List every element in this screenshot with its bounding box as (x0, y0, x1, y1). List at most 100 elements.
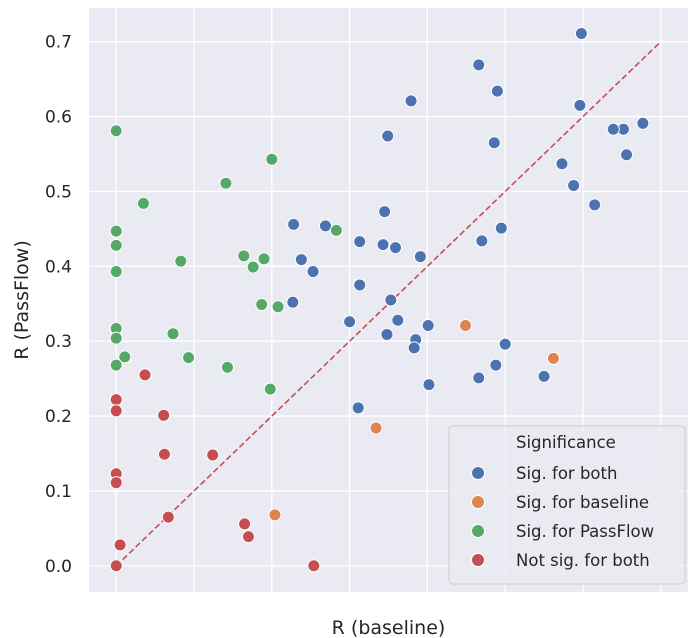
data-point (138, 368, 152, 382)
data-point (174, 254, 188, 268)
data-point (271, 300, 285, 314)
data-point (265, 152, 279, 166)
data-point (257, 252, 271, 266)
legend-entry: Sig. for both (516, 464, 617, 483)
legend-marker (471, 524, 485, 538)
legend-marker (471, 553, 485, 567)
data-point (588, 198, 602, 212)
data-point (329, 223, 343, 237)
y-axis-ticks: 0.0 0.1 0.2 0.3 0.4 0.5 0.6 0.7 (45, 33, 72, 577)
data-point (286, 295, 300, 309)
legend-title: Significance (516, 433, 616, 452)
data-point (459, 318, 473, 332)
data-point (246, 260, 260, 274)
y-tick-label: 0.1 (45, 482, 72, 502)
legend-marker (471, 495, 485, 509)
data-point (475, 234, 489, 248)
data-point (353, 278, 367, 292)
data-point (489, 358, 503, 372)
data-point (241, 530, 255, 544)
data-point (421, 318, 435, 332)
legend-entry: Sig. for PassFlow (516, 522, 654, 541)
data-point (157, 408, 171, 422)
data-point (118, 350, 132, 364)
data-point (498, 337, 512, 351)
data-point (606, 122, 620, 136)
data-point (380, 327, 394, 341)
y-tick-label: 0.2 (45, 407, 72, 427)
data-point (220, 360, 234, 374)
data-point (472, 371, 486, 385)
data-point (182, 351, 196, 365)
legend-entry: Sig. for baseline (516, 493, 649, 512)
data-point (255, 297, 269, 311)
data-point (219, 176, 233, 190)
legend-entry: Not sig. for both (516, 551, 650, 570)
data-point (237, 249, 251, 263)
data-point (490, 84, 504, 98)
data-point (351, 401, 365, 415)
data-point (136, 196, 150, 210)
data-point (620, 148, 634, 162)
x-axis-label: R (baseline) (332, 617, 446, 638)
data-point (109, 404, 123, 418)
data-point (109, 265, 123, 279)
data-point (109, 393, 123, 407)
data-point (306, 265, 320, 279)
data-point (381, 129, 395, 143)
data-point (422, 378, 436, 392)
data-point (161, 510, 175, 524)
data-point (555, 157, 569, 171)
y-tick-label: 0.5 (45, 182, 72, 202)
legend-box (448, 425, 686, 585)
y-tick-label: 0.0 (45, 557, 72, 577)
data-point (318, 219, 332, 233)
data-point (109, 331, 123, 345)
data-point (353, 235, 367, 249)
data-point (537, 369, 551, 383)
data-point (109, 476, 123, 490)
data-point (404, 94, 418, 108)
data-point (109, 124, 123, 138)
data-point (157, 447, 171, 461)
data-point (287, 217, 301, 231)
data-point (407, 341, 421, 355)
data-point (487, 136, 501, 150)
data-point (268, 508, 282, 522)
data-point (369, 421, 383, 435)
y-tick-label: 0.7 (45, 33, 72, 53)
data-point (307, 559, 321, 573)
data-point (636, 116, 650, 130)
data-point (206, 448, 220, 462)
data-point (389, 241, 403, 255)
data-point (294, 253, 308, 267)
y-tick-label: 0.3 (45, 332, 72, 352)
y-tick-label: 0.6 (45, 108, 72, 128)
data-point (573, 98, 587, 112)
data-point (376, 238, 390, 252)
data-point (567, 178, 581, 192)
legend-marker (471, 466, 485, 480)
data-point (109, 559, 123, 573)
data-point (472, 58, 486, 72)
y-tick-label: 0.4 (45, 257, 72, 277)
y-axis-label: R (PassFlow) (11, 240, 33, 359)
data-point (574, 26, 588, 40)
data-point (109, 358, 123, 372)
data-point (113, 538, 127, 552)
data-point (166, 327, 180, 341)
data-points (109, 26, 650, 573)
data-point (413, 250, 427, 264)
data-point (391, 313, 405, 327)
data-point (109, 224, 123, 238)
data-point (494, 221, 508, 235)
data-point (378, 205, 392, 219)
data-point (384, 293, 398, 307)
data-point (343, 315, 357, 329)
data-point (546, 351, 560, 365)
data-point (238, 517, 252, 531)
data-point (263, 382, 277, 396)
legend: Significance Sig. for both Sig. for basel… (448, 425, 686, 585)
data-point (109, 238, 123, 252)
